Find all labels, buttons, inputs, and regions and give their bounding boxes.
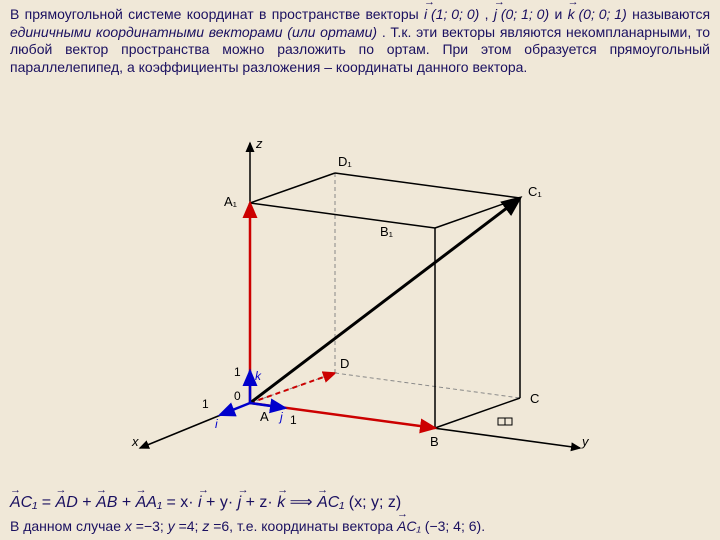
zero: 0 [234, 389, 241, 403]
label-k: k [255, 369, 262, 383]
ort-j [250, 403, 285, 408]
edge-BC [435, 398, 520, 428]
edge-D1A1 [250, 173, 335, 203]
label-j: j [278, 410, 283, 424]
label-D: D [340, 356, 349, 371]
one-z: 1 [234, 365, 241, 379]
label-y: y [581, 434, 590, 449]
one-x: 1 [202, 397, 209, 411]
label-A1: A₁ [224, 194, 238, 209]
label-B: B [430, 434, 439, 449]
f-ad: AD [56, 494, 78, 512]
bottom-line: В данном случае x =−3; y =4; z =6, т.е. … [10, 518, 485, 534]
bt-x: x [125, 518, 132, 534]
f-coords: (x; y; z) [349, 494, 401, 511]
label-i: i [215, 417, 218, 431]
formula: AC₁ = AD + AB + AA₁ = x· i + y· j + z· k… [10, 492, 710, 512]
bt-y: y [168, 518, 175, 534]
intro-a: В прямоугольной системе координат в прос… [10, 6, 424, 22]
and: и [554, 6, 567, 22]
label-C1: C₁ [528, 184, 542, 199]
edge-C1D1 [335, 173, 520, 198]
label-x: x [131, 434, 139, 449]
edge-DC-dash [335, 373, 520, 398]
intro-b: называются [632, 6, 710, 22]
f-eq1: = [42, 494, 56, 511]
term: единичными координатными векторами (или … [10, 24, 377, 40]
f-p1: + [82, 494, 96, 511]
bt-res: (−3; 4; 6). [425, 518, 485, 534]
parallelepiped-diagram: D₁ C₁ A₁ B₁ D C A B x y z i j k 1 1 1 0 [120, 128, 620, 468]
f-rhs: AC₁ [317, 494, 344, 512]
label-C: C [530, 391, 539, 406]
label-z: z [255, 136, 263, 151]
f-t2: + y· [206, 494, 233, 511]
edge-A1B1 [250, 203, 435, 228]
f-eq2: = x· [166, 494, 193, 511]
sep1: , [485, 6, 494, 22]
intro-paragraph: В прямоугольной системе координат в прос… [0, 0, 720, 78]
bt-xa: =−3; [136, 518, 168, 534]
label-B1: B₁ [380, 224, 394, 239]
label-A: A [260, 409, 269, 424]
bt-vec: AC₁ [397, 518, 421, 534]
vec-i: i (1; 0; 0) [424, 6, 479, 24]
label-D1: D₁ [338, 154, 352, 169]
f-imp: ⟹ [290, 494, 317, 511]
bt-za: =6, т.е. координаты вектора [213, 518, 397, 534]
bt-a: В данном случае [10, 518, 125, 534]
edge-B1C1 [435, 198, 520, 228]
f-lhs: AC₁ [10, 494, 37, 512]
edge-AD-red [250, 373, 335, 403]
f-i: i [198, 494, 202, 512]
ort-i [220, 403, 250, 415]
f-p2: + [122, 494, 136, 511]
vec-j: j (0; 1; 0) [494, 6, 549, 24]
bt-z: z [202, 518, 209, 534]
f-k: k [277, 494, 285, 512]
f-t3: + z· [246, 494, 273, 511]
f-aa1: AA₁ [136, 494, 162, 512]
vec-k: k (0; 0; 1) [568, 6, 627, 24]
one-y: 1 [290, 413, 297, 427]
f-ab: AB [96, 494, 117, 512]
bt-ya: =4; [179, 518, 203, 534]
f-j: j [238, 494, 242, 512]
